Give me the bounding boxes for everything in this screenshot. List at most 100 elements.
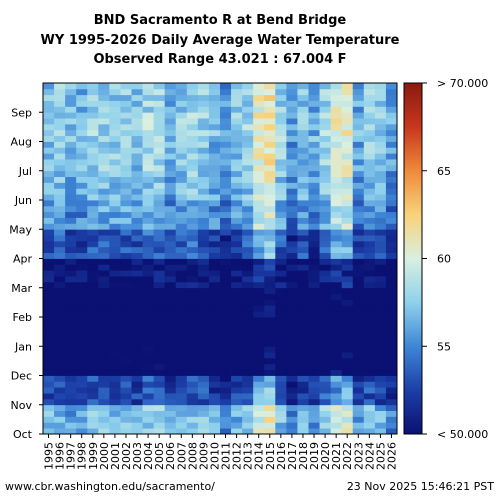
heatmap-cell	[330, 428, 343, 435]
heatmap-cell	[54, 194, 66, 201]
heatmap-cell	[363, 287, 376, 294]
heatmap-cell	[330, 398, 343, 406]
heatmap-cell	[186, 118, 199, 125]
heatmap-cell	[231, 375, 243, 382]
heatmap-cell	[330, 106, 343, 113]
heatmap-cell	[208, 381, 221, 388]
heatmap-cell	[87, 229, 99, 236]
heatmap-cell	[264, 346, 276, 353]
heatmap-cell	[54, 404, 66, 411]
heatmap-cell	[385, 94, 398, 101]
heatmap-cell	[253, 428, 265, 435]
heatmap-cell	[131, 404, 143, 411]
heatmap-cell	[197, 246, 210, 254]
heatmap-cell	[120, 159, 132, 166]
heatmap-cell	[231, 258, 243, 265]
heatmap-cell	[65, 299, 77, 306]
heatmap-cell	[352, 293, 365, 300]
heatmap-cell	[253, 112, 265, 119]
heatmap-cell	[98, 416, 110, 423]
heatmap-cell	[175, 258, 188, 265]
heatmap-cell	[231, 299, 243, 306]
heatmap-cell	[286, 141, 298, 148]
heatmap-cell	[175, 94, 188, 101]
heatmap-cell	[208, 369, 221, 376]
heatmap-cell	[54, 363, 66, 371]
heatmap-cell	[54, 428, 66, 435]
heatmap-cell	[76, 334, 88, 341]
heatmap-cell	[242, 200, 254, 207]
heatmap-cell	[374, 94, 387, 101]
heatmap-cell	[319, 305, 332, 312]
heatmap-cell	[374, 264, 387, 271]
heatmap-cell	[98, 100, 110, 107]
heatmap-cell	[208, 223, 221, 230]
heatmap-cell	[352, 159, 365, 166]
heatmap-cell	[231, 211, 243, 218]
heatmap-cell	[43, 83, 55, 90]
heatmap-cell	[341, 270, 354, 277]
heatmap-cell	[297, 94, 309, 101]
heatmap-cell	[352, 317, 365, 324]
heatmap-cell	[308, 352, 320, 359]
heatmap-cell	[275, 276, 287, 283]
heatmap-cell	[297, 188, 309, 195]
heatmap-cell	[76, 428, 88, 435]
heatmap-cell	[87, 381, 99, 388]
heatmap-cell	[109, 223, 121, 230]
heatmap-cell	[76, 141, 88, 148]
heatmap-cell	[43, 422, 55, 429]
heatmap-cell	[231, 334, 243, 341]
heatmap-cell	[374, 83, 387, 90]
heatmap-cell	[253, 410, 265, 417]
heatmap-cell	[385, 363, 398, 371]
heatmap-cell	[109, 94, 121, 101]
heatmap-cell	[76, 235, 88, 242]
heatmap-cell	[43, 147, 55, 154]
heatmap-cell	[54, 305, 66, 312]
heatmap-cell	[275, 112, 287, 119]
heatmap-cell	[98, 200, 110, 207]
heatmap-cell	[297, 416, 309, 423]
heatmap-cell	[186, 270, 199, 277]
heatmap-cell	[297, 123, 309, 131]
heatmap-cell	[76, 270, 88, 277]
heatmap-cell	[142, 252, 155, 259]
heatmap-cell	[220, 317, 232, 324]
heatmap-cell	[297, 176, 309, 183]
heatmap-cell	[341, 217, 354, 224]
heatmap-cell	[186, 281, 199, 289]
heatmap-cell	[264, 428, 276, 435]
heatmap-cell	[363, 147, 376, 154]
heatmap-cell	[374, 293, 387, 300]
heatmap-cell	[197, 363, 210, 371]
heatmap-cell	[341, 211, 354, 218]
heatmap-cell	[297, 153, 309, 160]
heatmap-cell	[330, 159, 343, 166]
heatmap-cell	[142, 270, 155, 277]
heatmap-cell	[120, 311, 132, 318]
heatmap-cell	[87, 340, 99, 347]
heatmap-cell	[120, 123, 132, 131]
heatmap-cell	[208, 346, 221, 353]
heatmap-cell	[231, 182, 243, 189]
heatmap-cell	[253, 381, 265, 388]
heatmap-cell	[109, 381, 121, 388]
heatmap-cell	[286, 404, 298, 411]
heatmap-cell	[341, 299, 354, 306]
heatmap-cell	[242, 398, 254, 406]
heatmap-cell	[242, 246, 254, 254]
heatmap-cell	[98, 194, 110, 201]
heatmap-cell	[341, 340, 354, 347]
heatmap-cell	[308, 170, 320, 177]
heatmap-cell	[54, 147, 66, 154]
heatmap-cell	[286, 153, 298, 160]
heatmap-cell	[131, 235, 143, 242]
heatmap-cell	[374, 322, 387, 330]
heatmap-cell	[76, 129, 88, 137]
heatmap-cell	[319, 311, 332, 318]
heatmap-cell	[385, 194, 398, 201]
heatmap-cell	[352, 352, 365, 359]
heatmap-cell	[363, 135, 376, 142]
heatmap-cell	[98, 159, 110, 166]
